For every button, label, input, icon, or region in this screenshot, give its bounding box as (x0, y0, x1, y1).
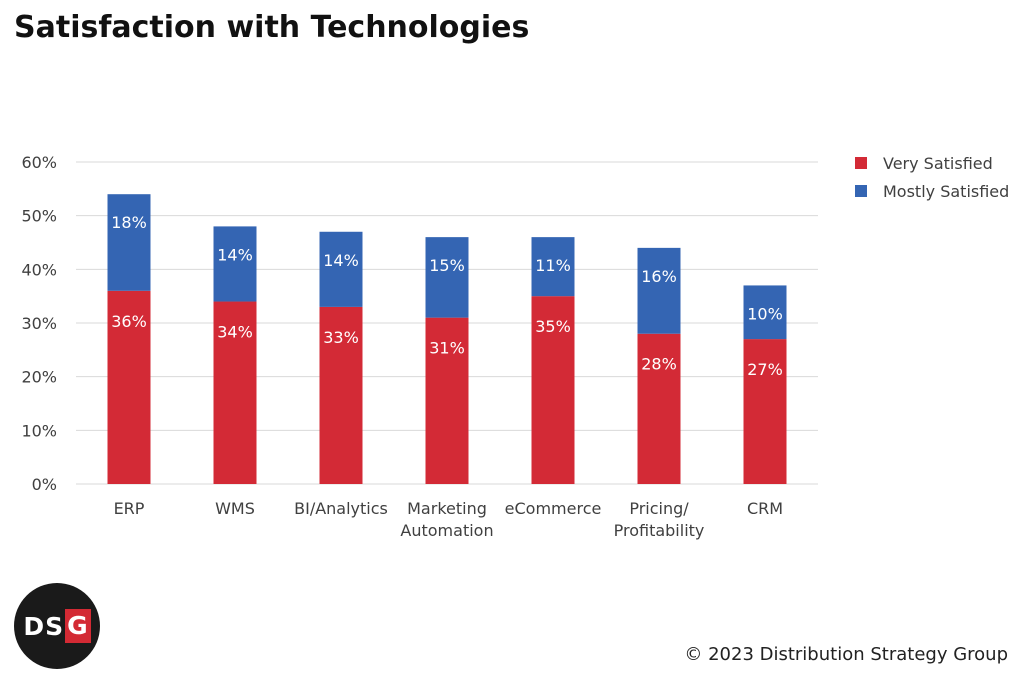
legend-swatch (855, 157, 867, 169)
data-label-very-satisfied: 28% (641, 355, 677, 374)
bar-very-satisfied (743, 339, 787, 484)
legend-swatch (855, 185, 867, 197)
data-label-very-satisfied: 35% (535, 317, 571, 336)
data-label-mostly-satisfied: 16% (641, 267, 677, 286)
x-category-label: WMS (215, 499, 255, 518)
bar-very-satisfied (531, 296, 575, 484)
data-label-mostly-satisfied: 11% (535, 256, 571, 275)
y-tick-label: 50% (21, 207, 57, 226)
bar-mostly-satisfied (107, 194, 151, 291)
x-category-label: CRM (747, 499, 783, 518)
data-label-mostly-satisfied: 18% (111, 213, 147, 232)
data-label-very-satisfied: 34% (217, 323, 253, 342)
y-axis-ticks: 0% 10% 20% 30% 40% 50% 60% (21, 153, 57, 494)
data-label-very-satisfied: 33% (323, 328, 359, 347)
y-tick-label: 30% (21, 314, 57, 333)
data-label-very-satisfied: 36% (111, 312, 147, 331)
copyright-notice: © 2023 Distribution Strategy Group (684, 644, 1008, 665)
x-category-label: BI/Analytics (294, 499, 388, 518)
y-tick-label: 40% (21, 260, 57, 279)
bars (107, 194, 787, 484)
logo-text-accent: G (65, 609, 91, 643)
bar-mostly-satisfied (213, 226, 257, 302)
data-labels: 36% 18% 34% 14% 33% 14% 31% 15% 35% 11% 28% 16% 27% 1… (111, 213, 783, 379)
legend-label: Very Satisfied (883, 154, 993, 173)
y-tick-label: 0% (32, 475, 57, 494)
dsg-logo: DS G (14, 583, 100, 669)
x-category-label: Marketing Automation (400, 499, 493, 540)
data-label-mostly-satisfied: 14% (323, 251, 359, 270)
y-tick-label: 20% (21, 368, 57, 387)
data-label-mostly-satisfied: 15% (429, 256, 465, 275)
bar-mostly-satisfied (637, 247, 681, 334)
data-label-mostly-satisfied: 10% (747, 304, 783, 323)
x-axis-categories: ERP WMS BI/Analytics Marketing Automation eCo… (114, 499, 783, 540)
data-label-very-satisfied: 27% (747, 360, 783, 379)
bar-very-satisfied (637, 333, 681, 484)
logo-text-main: DS (23, 611, 65, 641)
bar-very-satisfied (107, 290, 151, 484)
legend: Very Satisfied Mostly Satisfied (855, 154, 1009, 201)
data-label-very-satisfied: 31% (429, 339, 465, 358)
y-tick-label: 60% (21, 153, 57, 172)
legend-label: Mostly Satisfied (883, 182, 1009, 201)
bar-mostly-satisfied (531, 237, 575, 297)
dsg-logo-text: DS G (14, 583, 100, 669)
bar-mostly-satisfied (743, 285, 787, 340)
bar-mostly-satisfied (319, 231, 363, 307)
x-category-label: ERP (114, 499, 145, 518)
bar-mostly-satisfied (425, 237, 469, 318)
bar-very-satisfied (425, 317, 469, 484)
y-tick-label: 10% (21, 421, 57, 440)
bar-very-satisfied (319, 306, 363, 484)
data-label-mostly-satisfied: 14% (217, 245, 253, 264)
chart-title: Satisfaction with Technologies (14, 10, 530, 45)
x-category-label: eCommerce (505, 499, 602, 518)
bar-very-satisfied (213, 301, 257, 484)
x-category-label: Pricing/Profitability (614, 499, 705, 540)
